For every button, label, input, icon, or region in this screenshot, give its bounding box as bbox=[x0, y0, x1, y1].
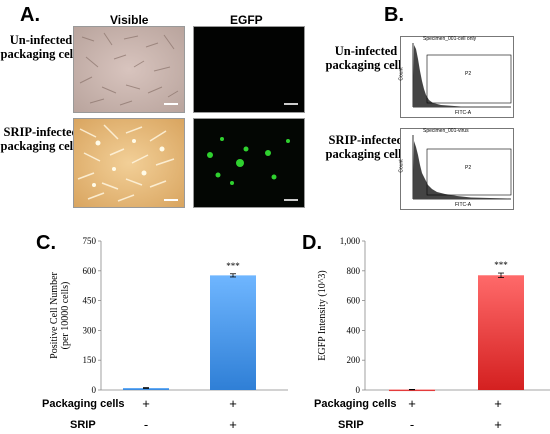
c-srip-val-1: - bbox=[143, 417, 149, 432]
d-significance: *** bbox=[494, 260, 508, 270]
d-pack-val-1: + bbox=[408, 396, 416, 411]
visible-column-header: Visible bbox=[110, 13, 149, 27]
c-pack-val-2: + bbox=[229, 396, 237, 411]
c-ytick-label: 150 bbox=[83, 355, 97, 365]
d-bar-1 bbox=[389, 389, 435, 392]
panel-b-letter: B. bbox=[384, 4, 404, 26]
c-pack-val-1: + bbox=[142, 396, 150, 411]
d-srip-val-1: - bbox=[409, 417, 415, 432]
micrograph-srip-egfp bbox=[193, 118, 305, 208]
chart-c: 0 150 300 450 600 750 Positive Cell Number(per… bbox=[49, 236, 288, 395]
d-bar-2 bbox=[478, 275, 524, 390]
c-ytick-label: 750 bbox=[83, 236, 97, 246]
c-packaging-label: Packaging cells bbox=[42, 398, 125, 410]
c-ytick-label: 0 bbox=[92, 385, 97, 395]
flow-plot2-title: Specimen_001-virus bbox=[423, 128, 469, 134]
flow-plot1-title: Specimen_001-cell only bbox=[423, 36, 477, 42]
c-ylabel: Positive Cell Number(per 10000 cells) bbox=[49, 272, 71, 359]
d-ylabel: EGFP Intensity (10^3) bbox=[317, 270, 328, 360]
flow-plot1-xlabel: FITC-A bbox=[455, 110, 472, 116]
d-ytick-label: 200 bbox=[347, 355, 361, 365]
c-srip-val-2: + bbox=[229, 417, 237, 432]
b-row1-label: Un-infected packaging cells bbox=[325, 44, 407, 72]
panel-c-letter: C. bbox=[36, 232, 56, 254]
panel-d-letter: D. bbox=[302, 232, 322, 254]
a-row1-label: Un-infected packaging cells bbox=[0, 33, 82, 61]
flow-plot1-ylabel: Count bbox=[398, 67, 405, 81]
panel-a-letter: A. bbox=[20, 4, 40, 26]
d-ytick-label: 1,000 bbox=[340, 236, 361, 246]
c-ytick-label: 600 bbox=[83, 266, 97, 276]
egfp-column-header: EGFP bbox=[230, 13, 263, 27]
micrograph-uninfected-visible bbox=[73, 26, 185, 113]
flow-plot2-ylabel: Count bbox=[398, 159, 405, 173]
chart-d: 0 200 400 600 800 1,000 EGFP Intensity (10^3) *… bbox=[317, 236, 550, 395]
flow-plot-srip: Specimen_001-virus P2 Count FITC-A bbox=[398, 128, 514, 210]
b-row2-label: SRIP-infected packaging cells bbox=[325, 133, 407, 161]
c-significance: *** bbox=[226, 261, 240, 271]
d-srip-val-2: + bbox=[494, 417, 502, 432]
c-bar-1 bbox=[123, 388, 169, 390]
a-row2-label: SRIP-infected packaging cells bbox=[0, 125, 82, 153]
c-bar-2 bbox=[210, 275, 256, 390]
c-srip-label: SRIP bbox=[70, 419, 96, 431]
d-ytick-label: 400 bbox=[347, 325, 361, 335]
c-ytick-label: 300 bbox=[83, 325, 97, 335]
flow-plot1-gate: P2 bbox=[465, 71, 472, 77]
c-ytick-label: 450 bbox=[83, 296, 97, 306]
flow-plot2-gate: P2 bbox=[465, 165, 472, 171]
micrograph-uninfected-egfp bbox=[193, 26, 305, 113]
d-ytick-label: 600 bbox=[347, 296, 361, 306]
flow-plot2-xlabel: FITC-A bbox=[455, 202, 472, 208]
d-pack-val-2: + bbox=[494, 396, 502, 411]
d-srip-label: SRIP bbox=[338, 419, 364, 431]
micrograph-srip-visible bbox=[73, 118, 185, 208]
flow-plot-uninfected: Specimen_001-cell only P2 Count FITC-A bbox=[398, 36, 514, 118]
d-ytick-label: 0 bbox=[356, 385, 361, 395]
d-ytick-label: 800 bbox=[347, 266, 361, 276]
d-packaging-label: Packaging cells bbox=[314, 398, 397, 410]
